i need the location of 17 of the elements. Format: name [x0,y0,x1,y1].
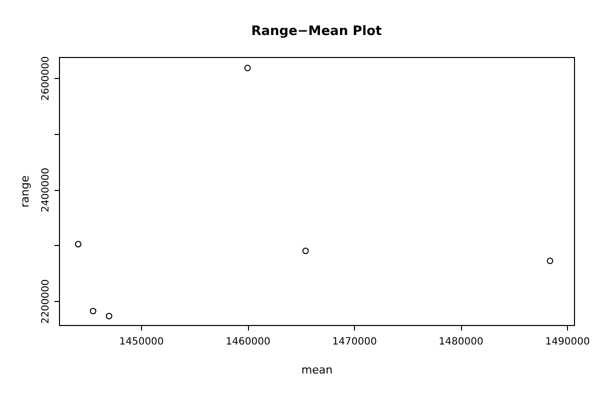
x-axis-title: mean [301,364,333,376]
x-tick-label: 1470000 [332,336,377,348]
point [74,240,82,248]
point [106,312,112,320]
point [90,308,96,314]
y-axis-title: range [18,175,32,208]
point [244,64,251,72]
y-tick-label: 2600000 [40,56,52,101]
y-tick-label: 2400000 [40,168,52,212]
y-tick-label: 2200000 [40,279,52,324]
point [546,258,554,264]
x-tick-label: 1450000 [119,336,164,348]
x-tick-label: 1460000 [226,336,270,348]
chart-title: Range−Mean Plot [251,24,382,39]
x-tick-label: 1480000 [438,336,484,348]
point [302,248,309,254]
x-tick-label: 1490000 [545,336,590,348]
